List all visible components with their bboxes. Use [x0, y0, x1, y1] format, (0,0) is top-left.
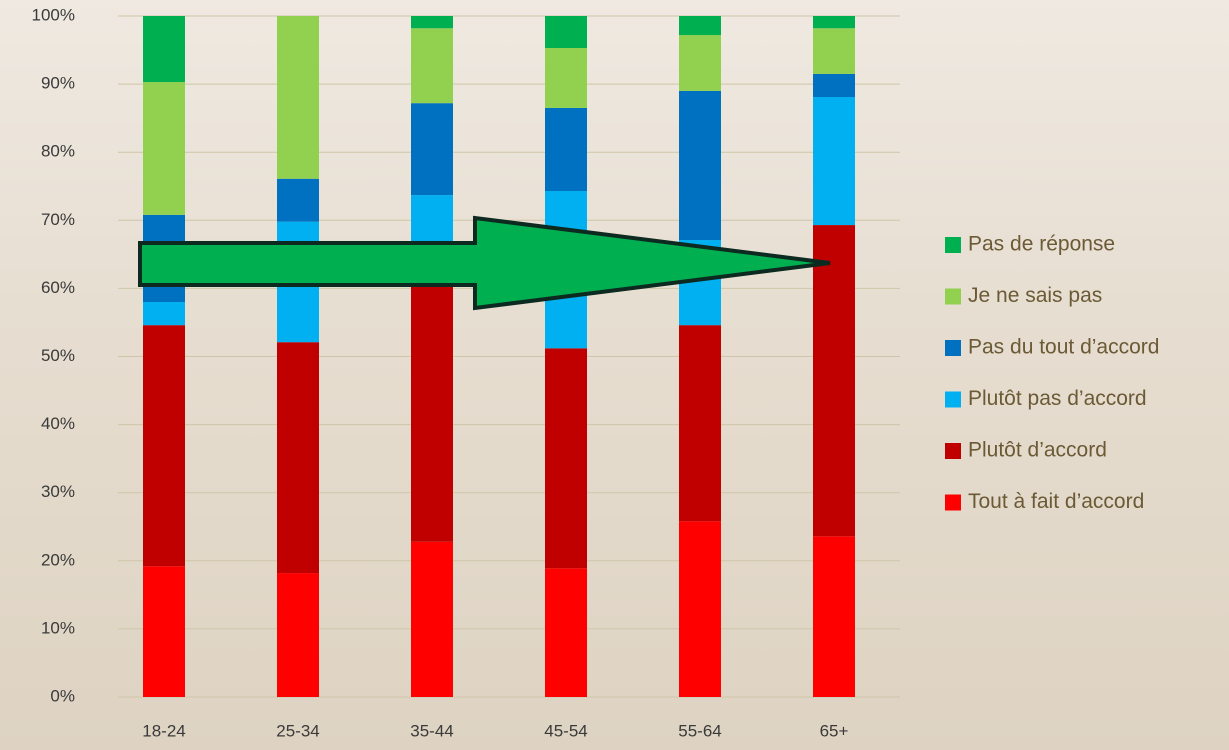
legend-swatch — [945, 237, 961, 253]
bar-segment — [813, 28, 855, 74]
legend-label: Je ne sais pas — [968, 284, 1102, 307]
legend-label: Plutôt pas d’accord — [968, 387, 1147, 410]
bar-segment — [813, 225, 855, 537]
bar-segment — [813, 536, 855, 697]
bar-segment — [143, 302, 185, 326]
bar-segment — [277, 342, 319, 574]
bar-segment — [411, 16, 453, 29]
y-tick-label: 60% — [41, 278, 75, 297]
legend-label: Pas du tout d’accord — [968, 336, 1159, 359]
y-tick-label: 70% — [41, 210, 75, 229]
legend-label: Plutôt d’accord — [968, 439, 1107, 462]
x-tick-label: 18-24 — [142, 721, 185, 740]
legend-swatch — [945, 494, 961, 511]
bar-segment — [143, 325, 185, 567]
x-tick-label: 55-64 — [678, 721, 721, 740]
x-tick-label: 65+ — [820, 721, 849, 740]
y-tick-label: 20% — [41, 550, 75, 569]
bar-segment — [813, 97, 855, 226]
bar-segment — [143, 82, 185, 215]
y-tick-label: 10% — [41, 618, 75, 637]
bar-segment — [411, 103, 453, 196]
bar-segment — [679, 16, 721, 36]
x-tick-label: 25-34 — [276, 721, 319, 740]
bar-segment — [813, 16, 855, 29]
bar-segment — [277, 16, 319, 179]
bar-segment — [411, 541, 453, 697]
bar-segment — [277, 178, 319, 222]
legend-label: Tout à fait d’accord — [968, 490, 1144, 513]
x-tick-label: 45-54 — [544, 721, 587, 740]
legend-swatch — [945, 391, 961, 408]
bar-segment — [545, 107, 587, 192]
y-tick-label: 90% — [41, 74, 75, 93]
bar-segment — [545, 48, 587, 108]
legend-swatch — [945, 288, 961, 305]
bar-segment — [679, 90, 721, 241]
bar-segment — [143, 16, 185, 83]
bar-segment — [411, 28, 453, 104]
x-tick-label: 35-44 — [410, 721, 453, 740]
legend-swatch — [945, 443, 961, 459]
bar-segment — [143, 566, 185, 697]
y-tick-label: 50% — [41, 346, 75, 365]
legend-label: Pas de réponse — [968, 233, 1115, 256]
bar-segment — [679, 325, 721, 522]
arrow — [138, 215, 831, 311]
bar-segment — [679, 35, 721, 91]
bar-segment — [545, 568, 587, 697]
bar-segment — [679, 521, 721, 697]
y-tick-label: 40% — [41, 414, 75, 433]
y-tick-label: 100% — [32, 5, 75, 24]
legend-swatch — [945, 340, 961, 356]
y-tick-label: 80% — [41, 142, 75, 161]
y-tick-label: 30% — [41, 482, 75, 501]
bar-segment — [545, 16, 587, 49]
bar-segment — [277, 573, 319, 697]
bar-segment — [411, 281, 453, 542]
plot-area: 0% 10% 20% 30% 40% 50% 60% 70% 80% 90% 100% 18-24 25… — [32, 5, 1160, 740]
bar-segment — [813, 73, 855, 98]
y-tick-label: 0% — [50, 686, 75, 705]
bar-segment — [545, 348, 587, 569]
